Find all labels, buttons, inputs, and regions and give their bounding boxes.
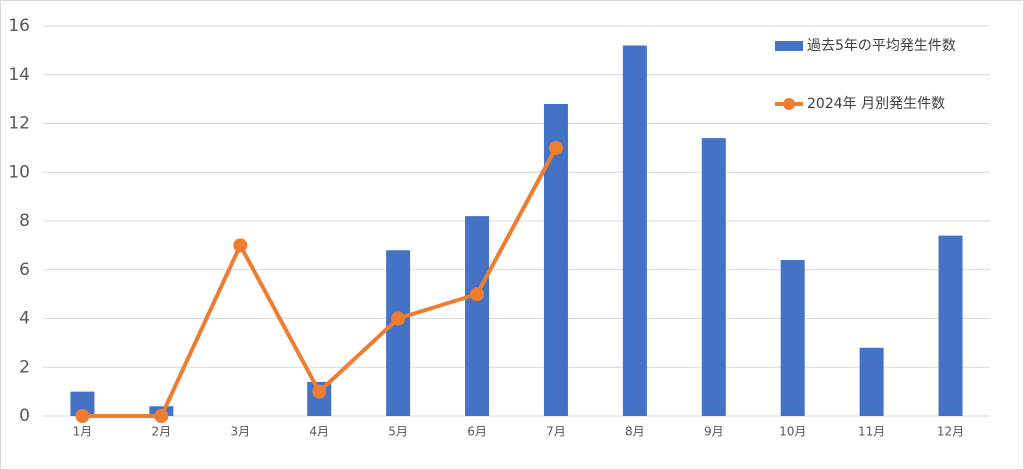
y-tick-label: 8 — [19, 211, 30, 231]
x-tick-label: 2月 — [152, 425, 172, 439]
x-tick-label: 4月 — [309, 425, 329, 439]
y-tick-label: 14 — [8, 65, 30, 85]
legend-label: 2024年 月別発生件数 — [807, 96, 945, 112]
x-tick-label: 3月 — [230, 425, 250, 439]
bar — [859, 347, 884, 416]
legend-swatch — [775, 41, 803, 51]
marker — [391, 311, 406, 326]
x-tick-label: 10月 — [779, 425, 806, 439]
x-tick-label: 6月 — [467, 425, 487, 439]
marker — [233, 238, 248, 253]
x-tick-label: 5月 — [388, 425, 408, 439]
x-tick-label: 7月 — [546, 425, 566, 439]
marker — [154, 409, 169, 423]
marker — [548, 140, 563, 155]
x-tick-label: 9月 — [704, 425, 724, 439]
bar — [938, 235, 963, 416]
legend-label: 過去5年の平均発生件数 — [807, 38, 956, 54]
y-tick-label: 10 — [8, 162, 30, 182]
marker — [470, 287, 485, 302]
bar — [701, 138, 726, 416]
x-tick-label: 1月 — [73, 425, 93, 439]
x-tick-label: 12月 — [937, 425, 964, 439]
y-tick-label: 16 — [8, 16, 30, 36]
bar — [780, 260, 805, 416]
marker — [75, 409, 90, 423]
y-tick-label: 12 — [8, 114, 30, 134]
bar — [543, 104, 568, 416]
bar — [622, 45, 647, 416]
bar — [465, 216, 490, 416]
y-tick-label: 4 — [19, 309, 30, 329]
y-tick-label: 0 — [19, 406, 30, 426]
y-tick-label: 2 — [19, 357, 30, 377]
x-tick-label: 8月 — [625, 425, 645, 439]
marker — [312, 384, 327, 399]
bar — [386, 250, 411, 416]
x-tick-label: 11月 — [858, 425, 885, 439]
y-tick-label: 6 — [19, 260, 30, 280]
legend-swatch — [783, 98, 795, 110]
